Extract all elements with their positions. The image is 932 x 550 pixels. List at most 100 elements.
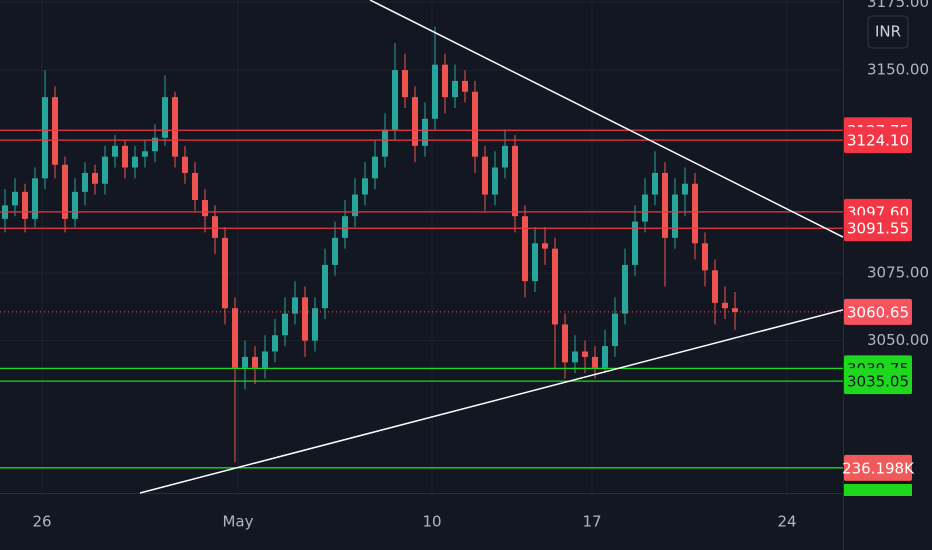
candle-body [432,64,438,119]
candle-body [242,356,248,368]
candle-body [302,297,308,341]
candle-body [322,264,328,309]
candle-body [492,167,498,195]
y-tick-label: 3075.00 [867,264,929,282]
candle-body [732,308,738,312]
level-label: 3035.05 [847,373,909,391]
candle-body [422,118,428,146]
candle-body [102,156,108,184]
candle-body [502,145,508,168]
candle-body [712,270,718,303]
y-tick-label: 3150.00 [867,61,929,79]
candle-body [52,97,58,165]
x-tick-label: 26 [32,513,51,531]
candle-body [552,248,558,325]
candle-body [442,64,448,98]
candle-body [212,216,218,238]
candle-body [312,308,318,341]
candle-body [132,156,138,168]
candle-body [82,172,88,192]
candle-body [692,183,698,244]
candle-body [142,151,148,157]
candle-body [192,172,198,200]
candles [2,26,738,463]
candle-body [332,237,338,265]
candle-body [252,356,258,368]
candle-body [202,199,208,217]
candle-body [612,313,618,347]
candle-body [572,351,578,363]
candle-body [32,178,38,219]
candle-body [542,243,548,249]
candle-body [62,164,68,219]
candle-body [372,156,378,179]
x-tick-label: May [222,513,253,531]
candle-body [452,80,458,98]
candle-body [512,145,518,217]
trendline [139,309,844,494]
candle-body [362,178,368,195]
candle-body [352,194,358,217]
y-tick-label: 3175.00 [867,0,929,11]
candle-body [122,145,128,168]
x-tick-label: 17 [582,513,601,531]
level-label: 3124.10 [847,132,909,150]
candle-body [532,243,538,282]
candle-body [292,297,298,314]
candle-body [472,91,478,157]
last-price-box [844,298,912,325]
candle-body [482,156,488,195]
overlays [0,0,844,494]
trendline [369,0,844,238]
candle-body [682,183,688,195]
x-tick-label: 10 [422,513,441,531]
x-tick-label: 24 [777,513,796,531]
marker-label: 236.198K [842,459,915,477]
candle-body [112,145,118,157]
candle-body [12,191,18,206]
currency-label: INR [875,23,901,41]
candle-body [632,221,638,265]
candle-body [672,194,678,238]
candle-body [522,216,528,282]
candle-body [42,97,48,179]
y-tick-label: 3050.00 [867,331,929,349]
candle-body [592,356,598,368]
candle-body [72,191,78,219]
candle-body [282,313,288,336]
candle-body [652,172,658,195]
candle-body [622,264,628,314]
candle-body [412,97,418,146]
level-box [844,215,912,242]
candle-body [562,324,568,363]
last-price-label: 3060.65 [847,303,909,321]
candle-body [222,237,228,309]
candle-body [662,172,668,238]
candle-body [462,80,468,92]
candle-body [22,191,28,219]
level-box [844,127,912,154]
candle-body [342,216,348,238]
candle-body [722,302,728,309]
candle-body [642,194,648,222]
marker-box [844,454,912,481]
candle-body [602,346,608,368]
currency-button[interactable] [867,15,909,49]
candle-body [92,172,98,184]
candle-body [402,70,408,98]
level-box [844,368,912,395]
candle-body [262,351,268,368]
candle-body [582,351,588,357]
candle-body [172,97,178,157]
level-label: 3091.55 [847,220,909,238]
candle-body [232,308,238,368]
candle-body [392,70,398,130]
candle-body [162,97,168,138]
candle-body [702,243,708,271]
candle-body [152,137,158,152]
candle-body [182,156,188,173]
candle-body [382,129,388,157]
cut-off-box [844,484,912,496]
candle-body [272,335,278,352]
